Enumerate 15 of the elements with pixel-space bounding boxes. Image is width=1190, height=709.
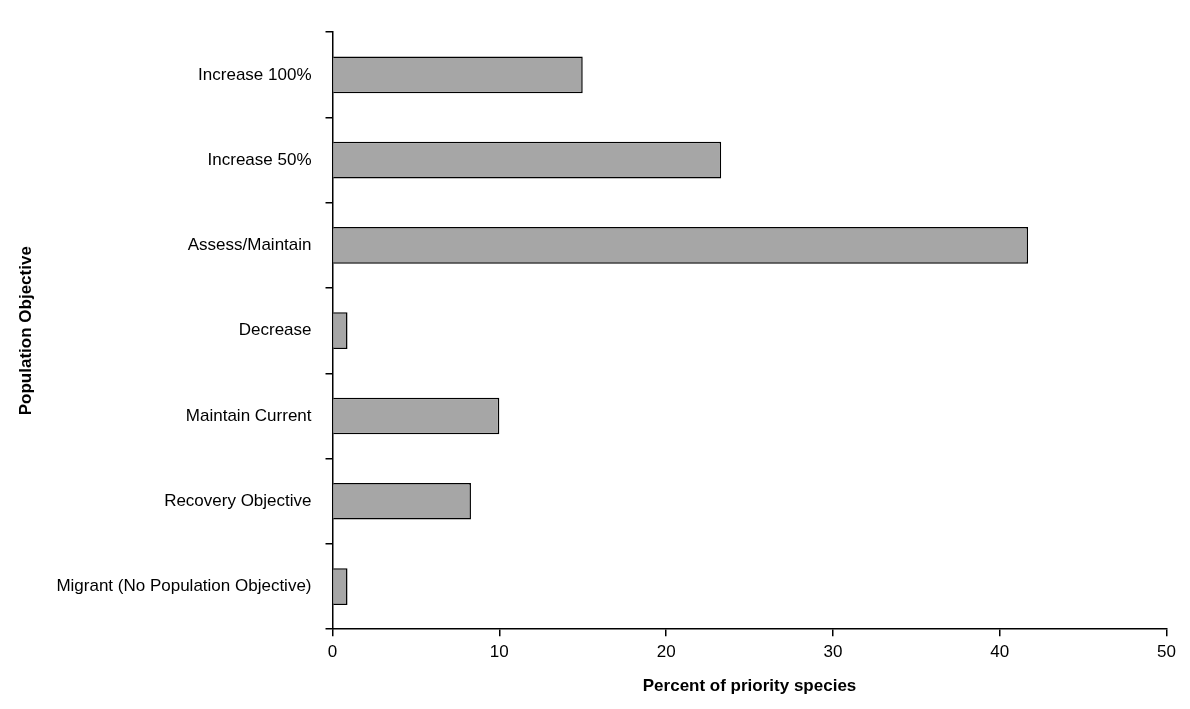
y-tick-label: Recovery Objective (164, 490, 312, 510)
x-tick-label: 10 (489, 642, 509, 662)
y-tick-label: Assess/Maintain (187, 235, 312, 255)
x-tick-label: 0 (327, 642, 338, 662)
x-tick-label: 40 (990, 642, 1010, 662)
y-tick-label: Increase 100% (198, 64, 312, 84)
x-tick-label: 30 (823, 642, 843, 662)
y-tick-label: Decrease (238, 320, 312, 340)
y-axis-title: Population Objective (15, 246, 35, 416)
y-tick-label: Migrant (No Population Objective) (56, 576, 312, 596)
x-axis-title: Percent of priority species (642, 676, 857, 696)
x-tick-label: 50 (1157, 642, 1177, 662)
x-tick-label: 20 (656, 642, 676, 662)
y-tick-label: Increase 50% (207, 149, 312, 169)
y-tick-label: Maintain Current (185, 405, 312, 425)
